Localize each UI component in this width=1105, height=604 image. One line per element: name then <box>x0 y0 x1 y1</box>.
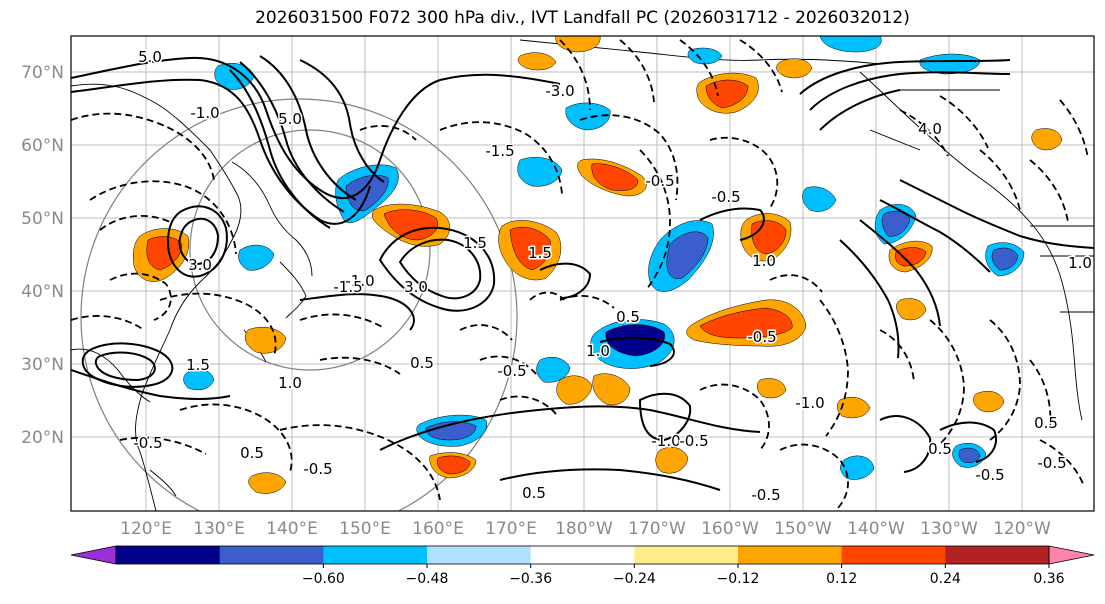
range-circles <box>80 98 518 511</box>
lon-label-170w: 170°W <box>628 519 686 539</box>
contour-label: -1.0 <box>795 394 824 412</box>
contour-label: 0.5 <box>522 484 546 502</box>
lon-label-140e: 140°E <box>266 519 318 539</box>
contour-label: -0.5 <box>303 460 332 478</box>
contour-label: -1.0 <box>345 272 374 290</box>
lon-label-140w: 140°W <box>847 519 905 539</box>
lon-label-130w: 130°W <box>920 519 978 539</box>
colorbar-swatch <box>634 546 739 564</box>
contour-label: -0.5 <box>645 172 674 190</box>
lon-label-180w: 180°W <box>555 519 613 539</box>
contour-label: 1.0 <box>278 374 302 392</box>
contour-label: -0.5 <box>497 362 526 380</box>
contour-label: 0.5 <box>410 354 434 372</box>
contour-label: -1.5 <box>333 278 362 296</box>
contour-label: -1.5 <box>485 142 514 160</box>
contour-labels: 5.05.0-1.04.0-3.0-1.53.0-1.0-1.50.51.53.… <box>132 47 1094 506</box>
colorbar-label: −0.12 <box>717 571 760 587</box>
colorbar-swatch <box>530 546 635 564</box>
contour-label: 5.0 <box>138 48 162 66</box>
colorbar-swatch <box>323 546 428 564</box>
colorbar-swatch <box>738 546 843 564</box>
contour-label: 0.5 <box>616 308 640 326</box>
lat-label-30n: 30°N <box>21 355 64 375</box>
contour-label: -1.0 <box>651 432 680 450</box>
colorbar-extend-min <box>70 545 117 565</box>
contour-label: 0.5 <box>928 440 952 458</box>
colorbar-label: −0.48 <box>406 571 449 587</box>
colorbar-label: 0.24 <box>930 571 961 587</box>
colorbar-label: −0.60 <box>302 571 345 587</box>
lat-label-20n: 20°N <box>21 428 64 448</box>
lat-label-60n: 60°N <box>21 136 64 156</box>
contour-label: 0.5 <box>1034 414 1058 432</box>
contour-label: -0.5 <box>975 466 1004 484</box>
contour-label: 4.0 <box>918 120 942 138</box>
contour-label: -0.5 <box>679 432 708 450</box>
colorbar-swatch <box>427 546 532 564</box>
contour-label: 3.0 <box>188 256 212 274</box>
contour-label: 0.5 <box>240 444 264 462</box>
colorbar: −0.60−0.48−0.36−0.24−0.120.120.240.360.4… <box>70 545 1095 587</box>
colorbar-swatch <box>841 546 946 564</box>
lat-label-70n: 70°N <box>21 63 64 83</box>
lon-label-120w: 120°W <box>993 519 1051 539</box>
colorbar-swatch <box>945 546 1050 564</box>
lat-label-50n: 50°N <box>21 209 64 229</box>
contour-label: -0.5 <box>133 434 162 452</box>
colorbar-extend-max <box>1048 545 1095 565</box>
lon-label-150e: 150°E <box>339 519 391 539</box>
lon-label-160w: 160°W <box>701 519 759 539</box>
colorbar-frame <box>115 545 1050 565</box>
lon-label-160e: 160°E <box>412 519 464 539</box>
contour-label: -0.5 <box>751 486 780 504</box>
lon-label-170e: 170°E <box>485 519 537 539</box>
lon-label-130e: 130°E <box>193 519 245 539</box>
latitude-labels: 70°N 60°N 50°N 40°N 30°N 20°N <box>21 63 64 448</box>
colorbar-label: 0.36 <box>1033 571 1064 587</box>
contour-label: 3.0 <box>404 278 428 296</box>
longitude-labels: 120°E 130°E 140°E 150°E 160°E 170°E 180°… <box>120 519 1051 539</box>
contour-label: 1.0 <box>752 252 776 270</box>
contour-label: 4.0 <box>918 120 942 138</box>
contour-label: -0.5 <box>711 188 740 206</box>
contour-label: 1.5 <box>186 356 210 374</box>
contour-label: 1.0 <box>1068 254 1092 272</box>
contour-label: -3.0 <box>545 82 574 100</box>
contour-label: -0.5 <box>1037 454 1066 472</box>
colorbar-label: −0.36 <box>509 571 552 587</box>
colorbar-swatch <box>219 546 324 564</box>
colorbar-label: 0.12 <box>826 571 857 587</box>
contour-label: -0.5 <box>747 328 776 346</box>
positive-contours <box>71 55 1094 491</box>
map-frame <box>70 35 1095 512</box>
contour-label: 1.5 <box>528 244 552 262</box>
colorbar-label: −0.24 <box>613 571 656 587</box>
lon-label-150w: 150°W <box>774 519 832 539</box>
map-title: 2026031500 F072 300 hPa div., IVT Landfa… <box>255 8 910 28</box>
lat-label-40n: 40°N <box>21 282 64 302</box>
contour-label: 5.0 <box>278 110 302 128</box>
contour-label: 1.5 <box>463 234 487 252</box>
colorbar-swatch <box>116 546 221 564</box>
divergence-shading <box>133 36 1063 494</box>
contour-label: -1.0 <box>190 104 219 122</box>
negative-contours <box>71 39 1089 509</box>
lon-label-120e: 120°E <box>120 519 172 539</box>
contour-label: 1.0 <box>586 342 610 360</box>
